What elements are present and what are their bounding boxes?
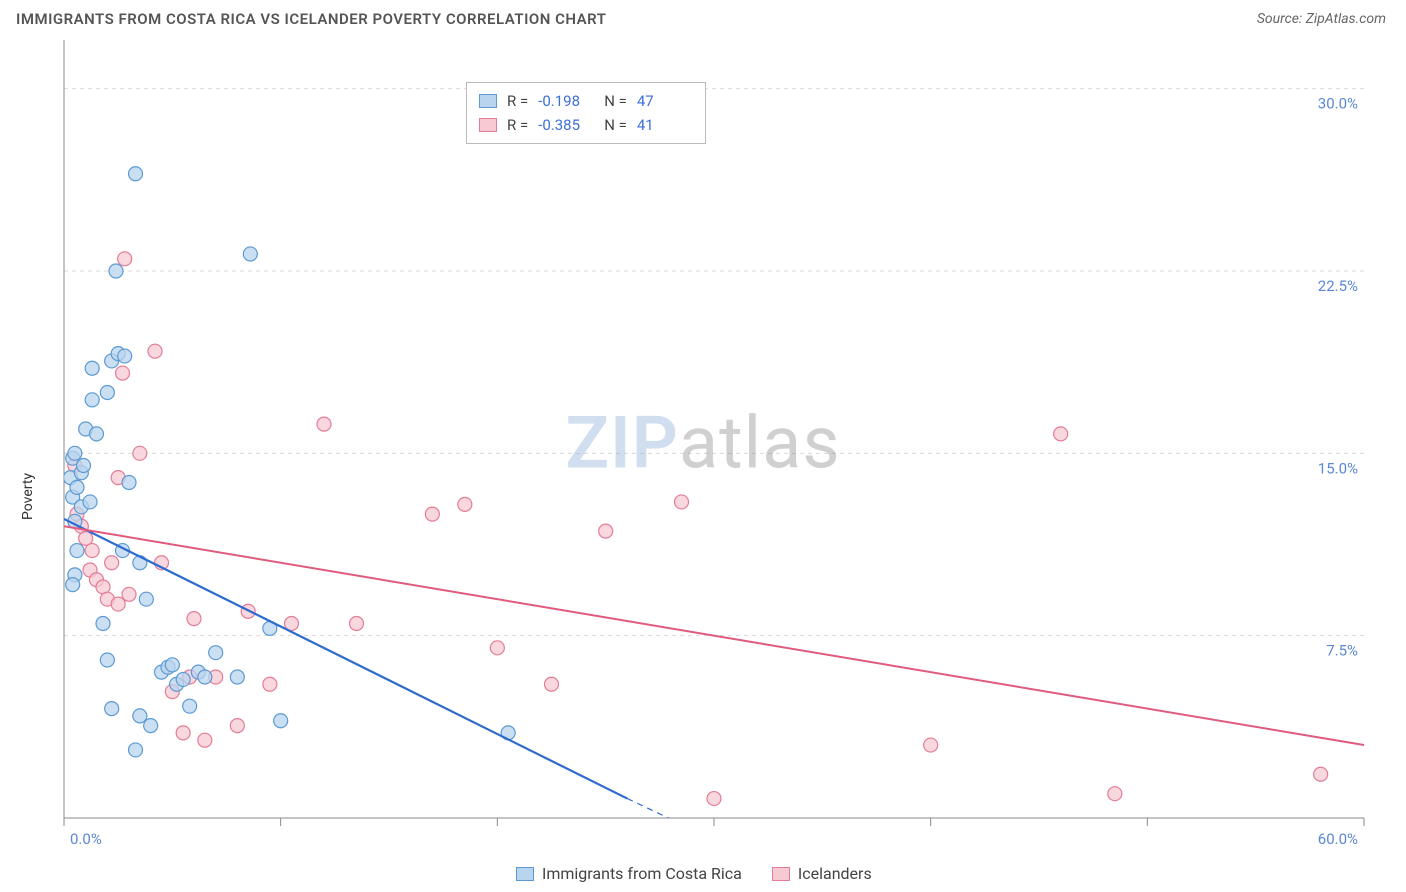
n-label-a: N = [604, 89, 627, 113]
swatch-series-a [479, 94, 497, 108]
svg-text:0.0%: 0.0% [70, 830, 102, 848]
r-label-a: R = [507, 89, 528, 113]
stats-legend: R = -0.198 N = 47 R = -0.385 N = 41 [466, 82, 706, 144]
page-title: IMMIGRANTS FROM COSTA RICA VS ICELANDER … [16, 10, 606, 28]
svg-text:15.0%: 15.0% [1318, 459, 1358, 477]
swatch-series-b [479, 118, 497, 132]
source-attribution: Source: ZipAtlas.com [1257, 11, 1386, 27]
legend-item-b: Icelanders [772, 864, 872, 883]
series-legend: Immigrants from Costa Rica Icelanders [516, 864, 872, 883]
r-value-b: -0.385 [538, 113, 594, 137]
n-value-a: 47 [637, 89, 693, 113]
chart-container: Poverty ZIPatlas 7.5%15.0%22.5%30.0%0.0%… [16, 40, 1390, 880]
y-axis-label: Poverty [20, 473, 36, 520]
stats-row-series-b: R = -0.385 N = 41 [479, 113, 693, 137]
r-label-b: R = [507, 113, 528, 137]
legend-item-a: Immigrants from Costa Rica [516, 864, 742, 883]
n-label-b: N = [604, 113, 627, 137]
svg-text:7.5%: 7.5% [1326, 642, 1358, 660]
scatter-plot: 7.5% 15.0% 22.5% 30.0% 0.0% 60.0% [16, 40, 1390, 880]
svg-text:60.0%: 60.0% [1318, 830, 1358, 848]
svg-text:30.0%: 30.0% [1318, 95, 1358, 113]
legend-label-b: Icelanders [798, 864, 872, 883]
n-value-b: 41 [637, 113, 693, 137]
stats-row-series-a: R = -0.198 N = 47 [479, 89, 693, 113]
r-value-a: -0.198 [538, 89, 594, 113]
legend-label-a: Immigrants from Costa Rica [542, 864, 742, 883]
svg-text:22.5%: 22.5% [1318, 277, 1358, 295]
swatch-series-b-bottom [772, 867, 790, 881]
swatch-series-a-bottom [516, 867, 534, 881]
